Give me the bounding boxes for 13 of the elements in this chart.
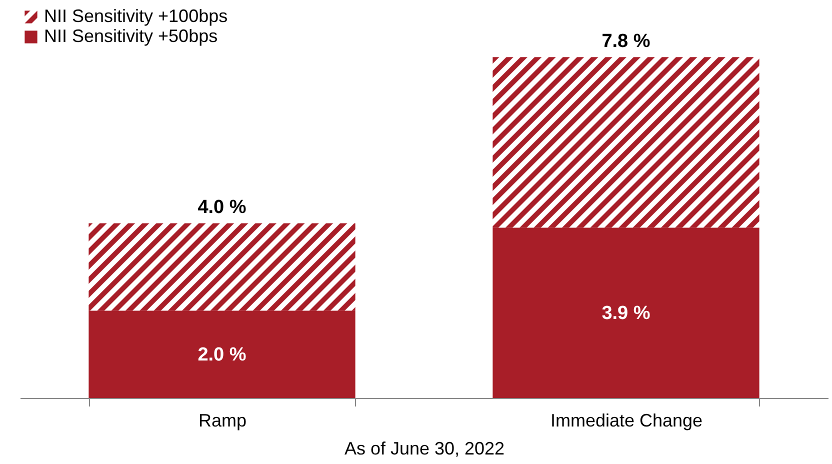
x-tick-label: Ramp: [198, 410, 247, 430]
bar: [492, 228, 760, 398]
x-axis-title: As of June 30, 2022: [344, 438, 505, 458]
x-tick-label: Immediate Change: [550, 410, 703, 430]
legend-label: NII Sensitivity +100bps: [44, 6, 228, 26]
data-label: 3.9 %: [602, 302, 650, 324]
bar: [88, 223, 356, 311]
total-label: 4.0 %: [198, 197, 246, 218]
legend-label: NII Sensitivity +50bps: [44, 26, 218, 46]
bar: [88, 310, 356, 398]
bar: [492, 57, 760, 228]
total-label: 7.8 %: [602, 31, 650, 52]
data-label: 2.0 %: [198, 344, 246, 366]
